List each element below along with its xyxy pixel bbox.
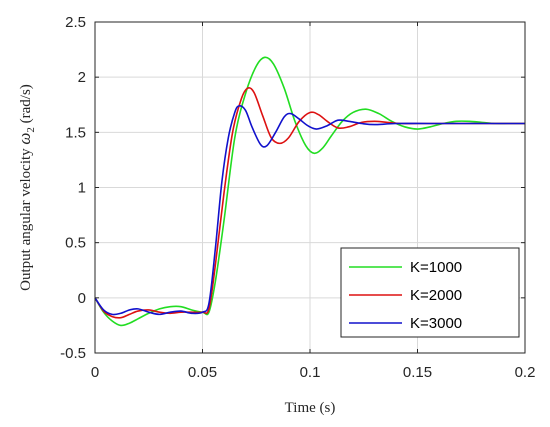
y-axis-title-suffix: (rad/s)	[18, 84, 34, 127]
series-layer	[94, 56, 525, 327]
series-line-k-1000	[94, 56, 525, 327]
x-tick-label: 0.05	[188, 364, 217, 381]
series-line-k-2000	[94, 86, 525, 319]
y-tick-label: 2.5	[65, 14, 86, 31]
legend-box	[340, 247, 520, 338]
y-tick-label: 0.5	[65, 235, 86, 252]
x-tick-label: 0.2	[515, 364, 536, 381]
x-axis-title: Time (s)	[285, 400, 336, 416]
x-tick-label: 0.15	[403, 364, 432, 381]
y-axis-title-symbol: ω	[15, 133, 34, 145]
legend-label-k-1000: K=1000	[410, 259, 462, 276]
legend-label-k-2000: K=2000	[410, 287, 462, 304]
y-tick-label: 1	[78, 180, 86, 197]
y-axis-title-prefix: Output angular velocity	[18, 145, 34, 291]
series-line-k-3000	[94, 104, 525, 316]
y-tick-label: 0	[78, 290, 86, 307]
y-tick-label: -0.5	[60, 345, 86, 362]
axis-ticks: 0 0.05 0.1 0.15 0.2 -0.5 0 0.5 1 1.5 2 2.5	[60, 14, 535, 381]
y-axis-title-subscript: 2	[25, 127, 37, 133]
x-tick-label: 0	[91, 364, 99, 381]
grid-lines	[95, 22, 525, 353]
x-tick-label: 0.1	[300, 364, 321, 381]
y-tick-label: 1.5	[65, 124, 86, 141]
y-axis-title: Output angular velocity ω2 (rad/s)	[15, 84, 37, 291]
y-tick-label: 2	[78, 69, 86, 86]
legend: K=1000 K=2000 K=3000	[340, 247, 520, 338]
legend-label-k-3000: K=3000	[410, 315, 462, 332]
